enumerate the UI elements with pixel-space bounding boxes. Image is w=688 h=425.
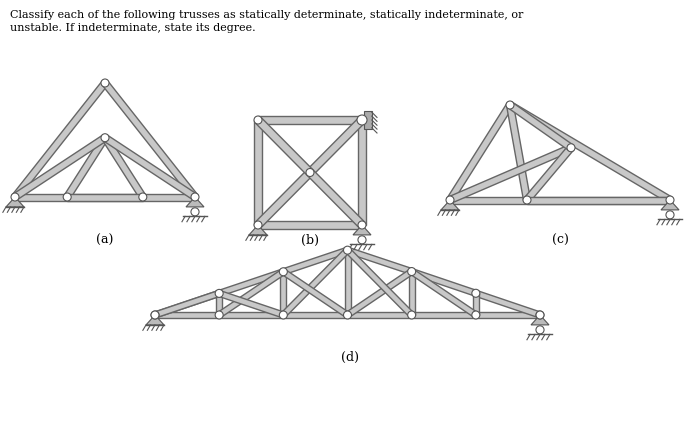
Circle shape xyxy=(279,311,288,319)
Polygon shape xyxy=(254,120,262,225)
Circle shape xyxy=(343,246,352,254)
Polygon shape xyxy=(409,272,415,315)
Polygon shape xyxy=(449,144,572,203)
Polygon shape xyxy=(146,315,164,325)
Polygon shape xyxy=(411,312,476,318)
Polygon shape xyxy=(345,250,350,315)
Polygon shape xyxy=(476,312,540,318)
Polygon shape xyxy=(524,145,574,202)
Polygon shape xyxy=(218,269,284,296)
Bar xyxy=(364,111,372,129)
Circle shape xyxy=(101,134,109,142)
Circle shape xyxy=(536,311,544,319)
Polygon shape xyxy=(281,269,350,317)
Polygon shape xyxy=(280,272,286,315)
Circle shape xyxy=(139,193,147,201)
Circle shape xyxy=(151,311,159,319)
Polygon shape xyxy=(508,102,671,203)
Circle shape xyxy=(306,168,314,176)
Circle shape xyxy=(101,79,109,87)
Circle shape xyxy=(215,311,223,319)
Circle shape xyxy=(358,116,366,124)
Polygon shape xyxy=(282,247,348,275)
Circle shape xyxy=(523,196,531,204)
Polygon shape xyxy=(358,120,366,225)
Circle shape xyxy=(151,311,159,319)
Circle shape xyxy=(254,221,262,229)
Polygon shape xyxy=(281,248,350,317)
Text: unstable. If indeterminate, state its degree.: unstable. If indeterminate, state its de… xyxy=(10,23,256,33)
Polygon shape xyxy=(347,247,413,275)
Circle shape xyxy=(279,268,288,276)
Circle shape xyxy=(408,268,416,275)
Polygon shape xyxy=(473,293,479,315)
Polygon shape xyxy=(283,312,347,318)
Circle shape xyxy=(358,236,366,244)
Polygon shape xyxy=(13,135,107,200)
Text: (a): (a) xyxy=(96,233,114,246)
Polygon shape xyxy=(103,81,197,199)
Text: (b): (b) xyxy=(301,233,319,246)
Circle shape xyxy=(191,208,199,216)
Circle shape xyxy=(63,193,71,201)
Polygon shape xyxy=(186,197,204,207)
Circle shape xyxy=(254,116,262,124)
Circle shape xyxy=(357,115,367,125)
Circle shape xyxy=(472,289,480,297)
Circle shape xyxy=(666,196,674,204)
Polygon shape xyxy=(347,312,411,318)
Circle shape xyxy=(408,311,416,319)
Polygon shape xyxy=(102,136,146,199)
Circle shape xyxy=(536,326,544,334)
Circle shape xyxy=(11,193,19,201)
Polygon shape xyxy=(441,200,459,210)
Polygon shape xyxy=(411,269,477,296)
Polygon shape xyxy=(103,135,197,200)
Polygon shape xyxy=(64,136,108,199)
Polygon shape xyxy=(508,102,573,150)
Polygon shape xyxy=(249,225,267,235)
Polygon shape xyxy=(345,248,413,317)
Polygon shape xyxy=(12,81,108,199)
Text: (d): (d) xyxy=(341,351,359,363)
Polygon shape xyxy=(216,293,222,315)
Polygon shape xyxy=(217,269,285,317)
Polygon shape xyxy=(450,196,670,204)
Circle shape xyxy=(506,101,514,109)
Text: (c): (c) xyxy=(552,233,568,246)
Polygon shape xyxy=(154,291,220,318)
Circle shape xyxy=(666,211,674,219)
Polygon shape xyxy=(255,117,365,228)
Polygon shape xyxy=(353,225,371,235)
Polygon shape xyxy=(346,269,413,317)
Polygon shape xyxy=(527,196,670,204)
Circle shape xyxy=(536,311,544,319)
Circle shape xyxy=(472,311,480,319)
Polygon shape xyxy=(475,290,541,318)
Polygon shape xyxy=(255,117,365,228)
Polygon shape xyxy=(15,193,195,201)
Polygon shape xyxy=(219,312,283,318)
Circle shape xyxy=(343,311,352,319)
Polygon shape xyxy=(531,315,549,325)
Polygon shape xyxy=(661,200,679,210)
Polygon shape xyxy=(506,105,530,201)
Circle shape xyxy=(567,144,575,152)
Polygon shape xyxy=(410,269,477,317)
Polygon shape xyxy=(447,103,513,202)
Polygon shape xyxy=(258,221,362,229)
Polygon shape xyxy=(154,291,220,318)
Polygon shape xyxy=(67,193,143,201)
Circle shape xyxy=(191,193,199,201)
Polygon shape xyxy=(258,116,362,124)
Circle shape xyxy=(215,289,223,298)
Polygon shape xyxy=(218,291,284,318)
Polygon shape xyxy=(6,197,24,207)
Circle shape xyxy=(446,196,454,204)
Circle shape xyxy=(358,221,366,229)
Text: Classify each of the following trusses as statically determinate, statically ind: Classify each of the following trusses a… xyxy=(10,10,524,20)
Polygon shape xyxy=(155,312,219,318)
